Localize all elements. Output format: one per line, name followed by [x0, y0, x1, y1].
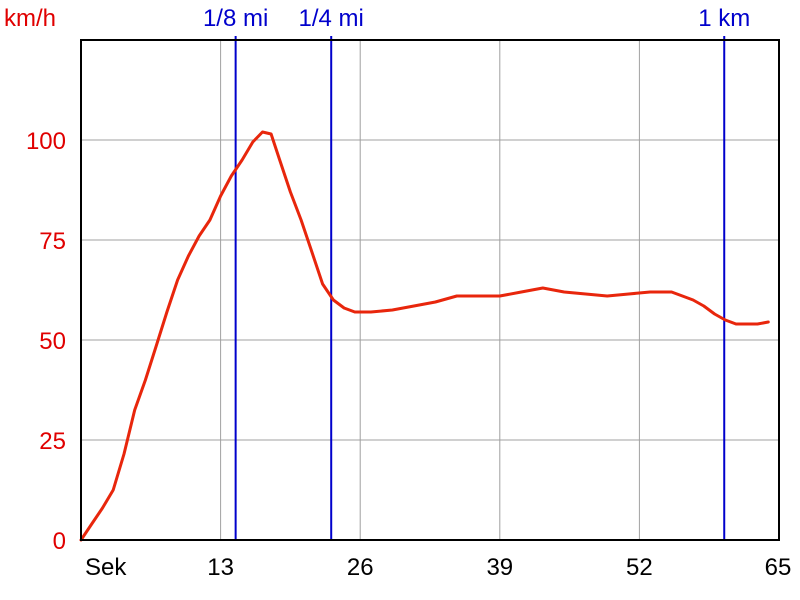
y-tick-label: 50	[39, 328, 66, 355]
x-tick-label: 39	[486, 554, 513, 581]
y-axis-label: km/h	[4, 5, 56, 32]
y-tick-label: 25	[39, 428, 66, 455]
x-tick-label: 65	[765, 554, 792, 581]
x-tick-label: 26	[347, 554, 374, 581]
x-tick-label: 13	[207, 554, 234, 581]
distance-marker-label: 1/8 mi	[203, 5, 268, 32]
x-axis-label: Sek	[85, 554, 127, 581]
speed-series-line	[79, 130, 770, 542]
y-tick-label: 75	[39, 228, 66, 255]
y-tick-label: 0	[53, 528, 66, 555]
x-axis-ticks: 13 26 39 52 65	[207, 554, 791, 581]
grid-lines	[81, 39, 779, 540]
distance-marker-label: 1 km	[698, 5, 750, 32]
y-tick-label: 100	[26, 128, 66, 155]
distance-marker-label: 1/4 mi	[299, 5, 364, 32]
plot-frame	[80, 39, 780, 541]
distance-markers: 1/8 mi 1/4 mi 1 km	[203, 5, 750, 540]
y-axis-ticks: 0 25 50 75 100	[26, 128, 66, 555]
x-tick-label: 52	[626, 554, 653, 581]
